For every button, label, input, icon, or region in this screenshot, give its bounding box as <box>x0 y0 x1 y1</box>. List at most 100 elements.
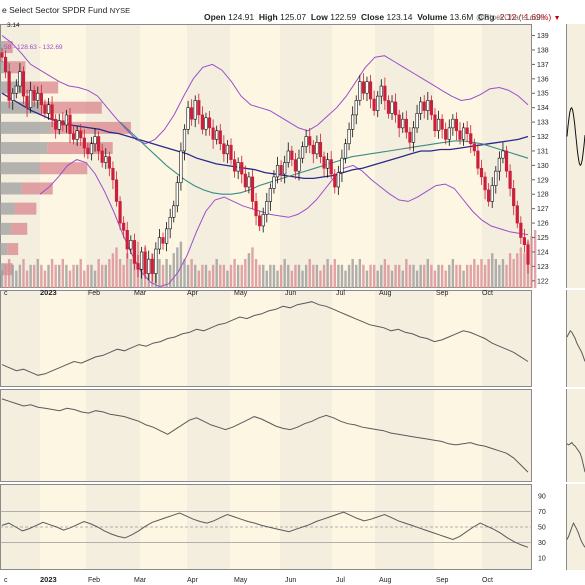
right-indicator-line <box>566 521 585 548</box>
volume-bar <box>355 264 358 288</box>
month-band <box>187 484 230 570</box>
volume-bar <box>86 264 90 288</box>
candle-body <box>354 100 358 116</box>
candle-body <box>519 222 523 238</box>
month-band <box>187 290 230 387</box>
candle-body <box>275 165 280 178</box>
chart-title: e Select Sector SPDR Fund NYSE <box>2 5 130 15</box>
candle-body <box>107 156 111 169</box>
month-band <box>482 290 532 387</box>
indicator-line <box>1 511 529 548</box>
volume-bar <box>122 264 125 288</box>
volume-bar <box>401 270 404 288</box>
volume-bar <box>362 264 365 288</box>
candle-body <box>372 98 376 111</box>
candle-body <box>247 176 251 188</box>
candle-body <box>25 95 29 108</box>
volume-bar <box>104 264 107 288</box>
vbp-down-bar <box>10 61 26 74</box>
volume-bar <box>423 264 426 288</box>
panel-bg <box>0 24 532 288</box>
panel-bg <box>0 290 532 387</box>
candle-body <box>411 127 416 143</box>
indicator-tick-label: 50 <box>538 525 546 532</box>
volume-bar <box>440 264 444 288</box>
month-label: Aug <box>379 577 392 584</box>
volume-bar <box>426 259 430 288</box>
volume-bar <box>47 264 50 288</box>
volume-bar <box>43 270 47 288</box>
open-value: 124.91 <box>228 12 255 22</box>
volume-bar <box>390 270 394 288</box>
month-band <box>86 389 140 482</box>
candle-body <box>512 188 516 207</box>
price-tick-label: 139 <box>537 33 549 40</box>
watermark: @StockCharts.com <box>476 13 545 22</box>
volume-bar <box>322 264 326 288</box>
volume-bar <box>172 253 175 288</box>
volume-bar <box>93 270 97 288</box>
candle-body <box>114 179 119 202</box>
candle-body <box>286 150 290 163</box>
candle-body <box>326 159 330 169</box>
volume-bar <box>333 259 336 288</box>
volume-bar <box>501 259 505 288</box>
volume-bar <box>358 259 362 288</box>
candle-body <box>11 92 15 101</box>
chg-value: -2.12 (-1.69%) <box>496 12 552 22</box>
candle-body <box>526 244 530 265</box>
candle-body <box>172 205 176 218</box>
candle-body <box>250 176 255 202</box>
candle-body <box>186 107 190 130</box>
panel-bg <box>0 389 532 482</box>
candle-body <box>57 120 61 130</box>
candle-body <box>93 136 97 145</box>
fund-name: e Select Sector SPDR Fund <box>2 5 108 15</box>
volume-bar <box>462 270 465 288</box>
candle-body <box>311 144 315 155</box>
candle-body <box>157 237 162 250</box>
volume-bar <box>512 259 515 288</box>
candle-body <box>222 143 226 155</box>
candle-body <box>29 90 33 108</box>
candle-body <box>125 229 129 250</box>
volume-bar <box>161 264 165 288</box>
volume-bar <box>65 264 68 288</box>
right-panel-band <box>566 389 585 482</box>
volume-bar <box>329 264 333 288</box>
volume-bar <box>54 264 57 288</box>
volume-bar <box>383 259 387 288</box>
volume-bar <box>415 270 419 288</box>
volume-bar <box>190 259 193 288</box>
candle-body <box>211 127 215 140</box>
candle-body <box>197 100 201 116</box>
price-tick-label: 129 <box>537 177 549 184</box>
candle-body <box>422 101 426 111</box>
candle-body <box>279 165 283 175</box>
volume-bar <box>487 259 490 288</box>
volume-bar <box>129 259 133 288</box>
close-label: Close <box>360 12 385 22</box>
volume-bar <box>11 264 14 288</box>
candle-body <box>43 104 47 114</box>
vbp-down-bar <box>5 41 13 54</box>
volume-bar <box>215 259 218 288</box>
candle-body <box>3 56 8 72</box>
candle-body <box>365 81 369 94</box>
volume-bar <box>523 253 526 288</box>
price-tick-label: 137 <box>537 62 549 69</box>
price-tick-label: 134 <box>537 105 549 112</box>
indicator-tick-label: 90 <box>538 493 546 500</box>
vbp-down-bar <box>40 101 102 114</box>
volume-bar <box>347 264 351 288</box>
volume-bar <box>376 270 379 288</box>
candle-body <box>132 240 136 264</box>
month-band <box>280 290 332 387</box>
volume-bar <box>265 270 268 288</box>
volume-bar <box>297 264 301 288</box>
month-band <box>280 389 332 482</box>
candle-body <box>14 85 18 94</box>
vbp-up-bar <box>0 243 8 256</box>
